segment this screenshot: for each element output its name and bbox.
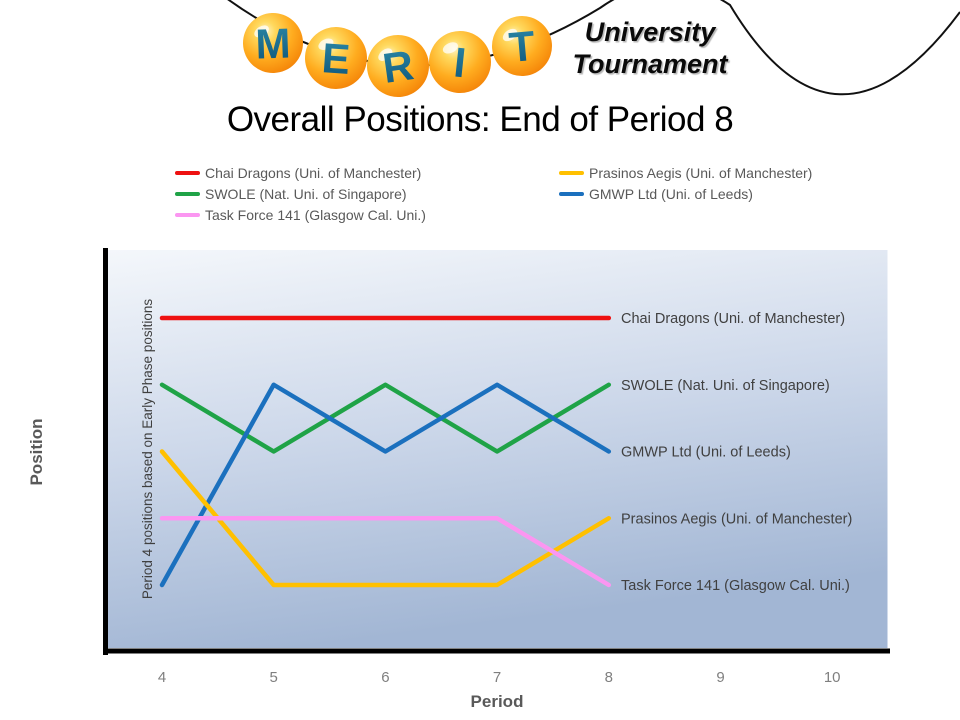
legend-item-swole: SWOLE (Nat. Uni. of Singapore)	[175, 184, 407, 204]
legend-label-swole: SWOLE (Nat. Uni. of Singapore)	[205, 186, 407, 202]
x-axis-ticks: 4 5 6 7 8 9 10	[158, 669, 841, 686]
legend-label-gmwp: GMWP Ltd (Uni. of Leeds)	[589, 186, 753, 202]
series-end-label-task-force-141: Task Force 141 (Glasgow Cal. Uni.)	[621, 578, 850, 594]
x-tick-label: 10	[824, 669, 841, 686]
logo-ball-e: E	[305, 27, 367, 89]
logo-subtitle-line2: Tournament	[572, 49, 728, 79]
x-axis-title: Period	[471, 692, 524, 711]
legend-item-task-force-141: Task Force 141 (Glasgow Cal. Uni.)	[175, 205, 426, 225]
y-axis-line	[103, 248, 108, 655]
series-end-label-swole: SWOLE (Nat. Uni. of Singapore)	[621, 378, 830, 394]
legend-item-chai-dragons: Chai Dragons (Uni. of Manchester)	[175, 163, 421, 183]
logo-ball-i: I	[429, 31, 491, 93]
legend-label-chai-dragons: Chai Dragons (Uni. of Manchester)	[205, 165, 422, 181]
legend-swatch-gmwp	[559, 192, 584, 196]
logo-letter-m: M	[255, 19, 292, 67]
x-tick-label: 9	[716, 669, 724, 686]
legend-item-gmwp: GMWP Ltd (Uni. of Leeds)	[559, 184, 753, 204]
legend-swatch-swole	[175, 192, 200, 196]
legend-label-prasinos-aegis: Prasinos Aegis (Uni. of Manchester)	[589, 165, 813, 181]
logo-subtitle: University Tournament	[540, 16, 760, 80]
series-end-label-prasinos-aegis: Prasinos Aegis (Uni. of Manchester)	[621, 511, 852, 527]
x-tick-label: 4	[158, 669, 166, 686]
series-end-label-chai-dragons: Chai Dragons (Uni. of Manchester)	[621, 311, 845, 327]
logo-letter-t: T	[507, 22, 537, 71]
x-axis-line	[103, 648, 890, 654]
series-end-label-gmwp: GMWP Ltd (Uni. of Leeds)	[621, 445, 791, 461]
x-tick-label: 6	[381, 669, 389, 686]
logo-ball-t: T	[492, 16, 552, 76]
legend-swatch-chai-dragons	[175, 171, 200, 175]
x-tick-label: 8	[605, 669, 613, 686]
series-line-prasinos-aegis	[159, 449, 612, 588]
y-axis-title: Position	[27, 418, 46, 485]
logo-ball-r: R	[367, 35, 429, 97]
logo-letter-r: R	[380, 41, 417, 92]
logo-letter-i: I	[452, 39, 469, 87]
series-line-swole	[159, 382, 612, 454]
series-line-task-force-141	[159, 516, 612, 588]
logo-ball-m: M	[243, 12, 303, 73]
legend-item-prasinos-aegis: Prasinos Aegis (Uni. of Manchester)	[559, 163, 812, 183]
page-title: Overall Positions: End of Period 8	[226, 100, 734, 139]
x-tick-label: 5	[270, 669, 278, 686]
x-tick-label: 7	[493, 669, 501, 686]
logo-letter-e: E	[320, 34, 351, 83]
legend-swatch-prasinos-aegis	[559, 171, 584, 175]
legend-swatch-task-force-141	[175, 213, 200, 217]
period4-annotation: Period 4 positions based on Early Phase …	[140, 299, 155, 599]
series-line-gmwp	[159, 382, 612, 588]
logo-subtitle-line1: University	[584, 17, 716, 47]
legend-label-task-force-141: Task Force 141 (Glasgow Cal. Uni.)	[205, 207, 426, 223]
